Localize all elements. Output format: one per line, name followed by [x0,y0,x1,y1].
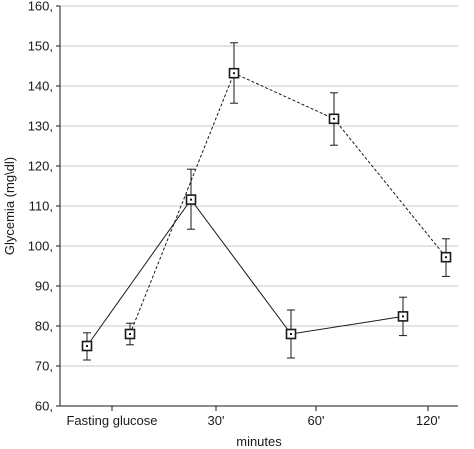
gridlines [60,5,458,367]
y-tick-label: 90, [35,279,53,294]
x-tick-label: 30' [208,413,225,428]
data-point-center [190,198,192,201]
series-1-line [86,198,404,347]
y-tick-label: 140, [28,79,53,94]
data-point-center [445,256,447,259]
data-point-center [402,315,404,318]
y-tick-label: 100, [28,239,53,254]
y-axis-title: Glycemia (mg\dl) [2,157,17,255]
tick-labels: 60, 70, 80, 90, 100, 110, 120, 130, 140, 150, 160,… [28,0,440,428]
y-tick-label: 110, [29,199,53,214]
y-tick-label: 70, [35,359,53,374]
data-point-center [129,333,131,335]
x-axis-title: minutes [236,434,282,449]
x-tick-label: 120' [416,413,440,428]
data-point-center [290,333,292,335]
series-2-line [129,72,447,335]
data-series [81,42,452,361]
x-tick-label: 60' [308,413,325,428]
data-point-center [233,72,235,75]
y-tick-label: 60, [35,399,53,414]
axes [56,5,458,411]
y-tick-label: 150, [28,39,53,54]
y-tick-label: 130, [28,119,53,134]
y-tick-label: 160, [28,0,53,14]
data-point-center [86,345,88,347]
y-tick-label: 80, [35,319,53,334]
y-tick-label: 120, [28,159,53,174]
data-point-center [333,117,335,120]
x-tick-label: Fasting glucose [66,413,157,428]
